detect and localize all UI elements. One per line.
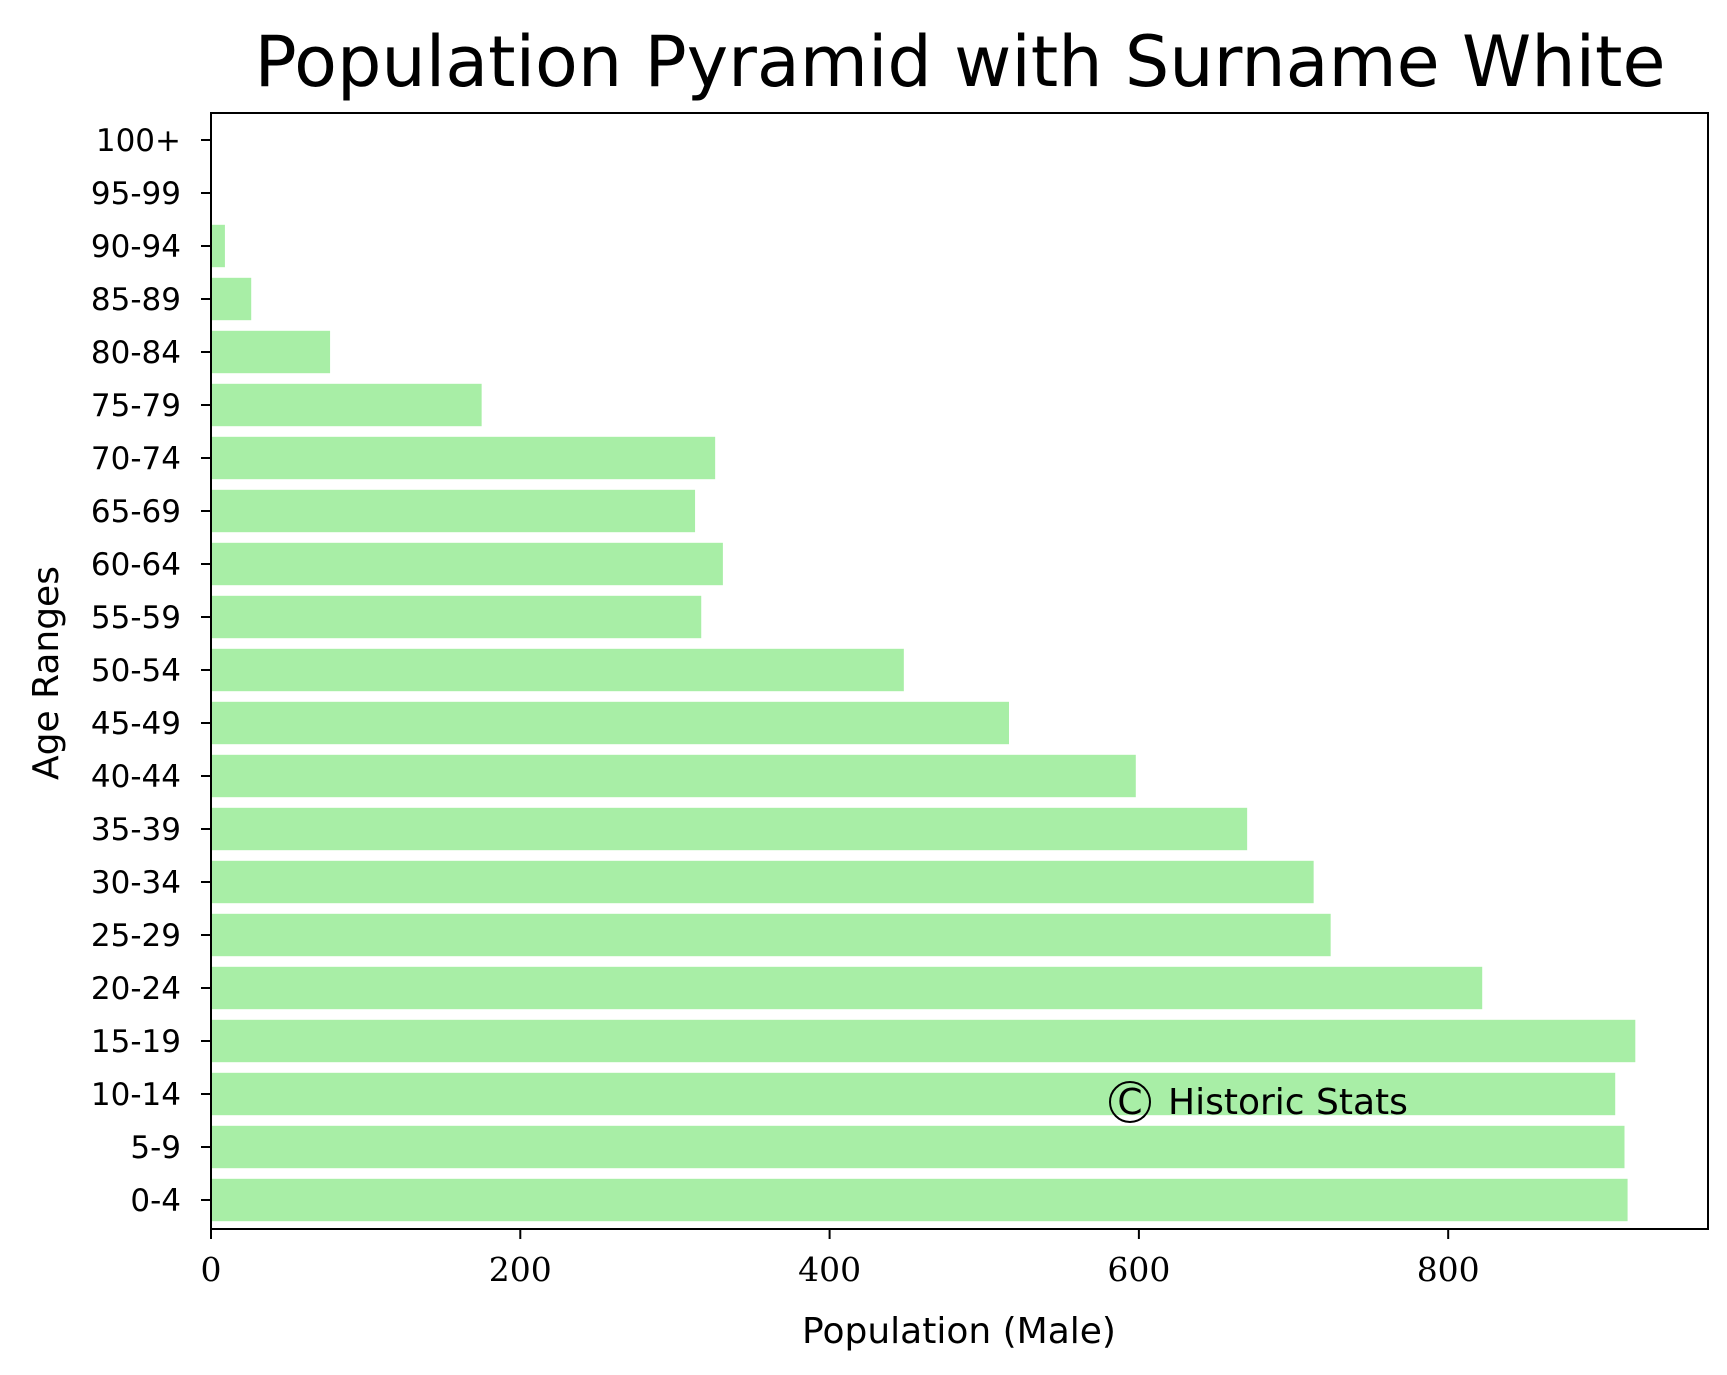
x-tick-label: 0 [201, 1250, 222, 1289]
x-axis-label: Population (Male) [802, 1311, 1116, 1352]
x-tick-label: 800 [1417, 1250, 1480, 1289]
copyright-symbol: C [1117, 1082, 1142, 1123]
bar-5-9 [211, 1125, 1625, 1169]
plot-frame [210, 112, 1709, 1230]
y-tick-label: 60-64 [91, 547, 181, 583]
bar-10-14 [211, 1072, 1616, 1116]
bar-45-49 [211, 701, 1009, 745]
bar-35-39 [211, 807, 1248, 851]
bar-70-74 [211, 436, 716, 480]
y-tick-label: 85-89 [91, 282, 181, 318]
bar-75-79 [211, 383, 482, 427]
y-tick-label: 40-44 [91, 759, 181, 795]
y-tick-label: 75-79 [91, 388, 181, 424]
bar-65-69 [211, 489, 696, 533]
x-tick-label: 600 [1107, 1250, 1170, 1289]
y-tick-label: 55-59 [91, 600, 181, 636]
bar-25-29 [211, 913, 1331, 957]
y-tick-label: 5-9 [130, 1130, 181, 1166]
y-tick-label: 30-34 [91, 865, 181, 901]
bar-80-84 [211, 330, 331, 374]
y-tick-label: 90-94 [91, 229, 181, 265]
bar-30-34 [211, 860, 1314, 904]
bar-40-44 [211, 754, 1136, 798]
y-tick-label: 70-74 [91, 441, 181, 477]
y-tick-label: 20-24 [91, 971, 181, 1007]
x-tick-label: 400 [798, 1250, 861, 1289]
y-tick-label: 80-84 [91, 335, 181, 371]
y-tick-label: 100+ [96, 123, 181, 159]
bar-20-24 [211, 966, 1483, 1010]
bar-90-94 [211, 224, 225, 268]
y-tick-label: 45-49 [91, 706, 181, 742]
y-tick-label: 35-39 [91, 812, 181, 848]
y-axis-label: Age Ranges [26, 566, 67, 780]
bar-0-4 [211, 1178, 1628, 1222]
y-tick-label: 65-69 [91, 494, 181, 530]
bar-15-19 [211, 1019, 1636, 1063]
chart-title: Population Pyramid with Surname White [254, 21, 1665, 103]
bar-55-59 [211, 595, 702, 639]
bar-60-64 [211, 542, 723, 586]
watermark-text: Historic Stats [1168, 1082, 1408, 1123]
watermark: C Historic Stats [1109, 1081, 1408, 1123]
y-tick-label: 15-19 [91, 1024, 181, 1060]
y-tick-label: 0-4 [130, 1183, 181, 1219]
y-tick-label: 25-29 [91, 918, 181, 954]
y-tick-label: 50-54 [91, 653, 181, 689]
x-tick-label: 200 [489, 1250, 552, 1289]
copyright-icon [1109, 1081, 1151, 1123]
y-ticks-group: 0-4 5-9 10-14 15-19 20-24 25-29 30-34 35-39 40-4… [91, 123, 211, 1219]
y-tick-label: 95-99 [91, 176, 181, 212]
bar-85-89 [211, 277, 252, 321]
bars-group [211, 224, 1636, 1222]
bar-50-54 [211, 648, 904, 692]
x-ticks-group: 0 200 400 600 800 [201, 1229, 1480, 1289]
y-tick-label: 10-14 [91, 1077, 181, 1113]
